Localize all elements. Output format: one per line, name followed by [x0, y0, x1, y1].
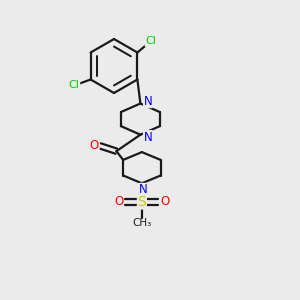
Text: N: N [143, 94, 152, 108]
Text: Cl: Cl [69, 80, 80, 91]
Text: CH₃: CH₃ [132, 218, 152, 228]
Text: O: O [160, 195, 169, 208]
Text: O: O [90, 139, 99, 152]
Text: N: N [139, 183, 148, 196]
Text: S: S [137, 195, 146, 209]
Text: N: N [143, 130, 152, 144]
Text: Cl: Cl [145, 36, 156, 46]
Text: O: O [114, 195, 123, 208]
